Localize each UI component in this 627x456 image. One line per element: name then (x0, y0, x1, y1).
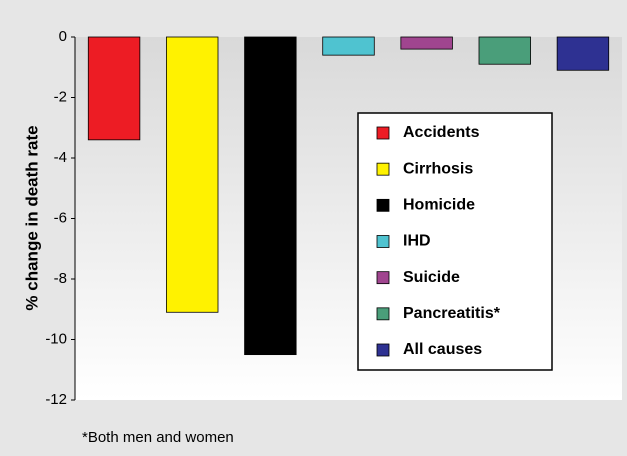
footnote: *Both men and women (82, 429, 234, 446)
y-tick-label: -8 (54, 270, 67, 287)
legend-swatch (376, 198, 390, 212)
y-tick-label: -12 (45, 391, 67, 408)
legend-label: Suicide (403, 269, 460, 286)
legend-box (357, 112, 553, 371)
y-tick-label: -6 (54, 209, 67, 226)
bar (556, 36, 610, 71)
y-tick-label: -10 (45, 330, 67, 347)
legend-label: Cirrhosis (403, 160, 473, 177)
legend-label: Pancreatitis* (403, 305, 501, 322)
legend-swatch (376, 343, 390, 357)
legend-label: IHD (403, 233, 431, 250)
bar (400, 36, 453, 50)
legend-swatch (376, 271, 390, 285)
bar (322, 36, 375, 56)
legend-swatch (376, 126, 390, 140)
y-axis-label: % change in death rate (22, 125, 41, 310)
y-tick-label: -4 (54, 149, 67, 166)
legend-label: All causes (403, 341, 482, 358)
y-tick-label: 0 (59, 28, 67, 45)
y-tick-label: -2 (54, 88, 67, 105)
legend-swatch (376, 162, 390, 176)
legend-swatch (376, 307, 390, 321)
bar (244, 36, 297, 356)
legend-label: Accidents (403, 124, 480, 141)
legend-label: Homicide (403, 197, 475, 214)
bar (87, 36, 141, 141)
legend-swatch (376, 235, 390, 248)
bar (166, 36, 219, 313)
bar (478, 36, 531, 65)
